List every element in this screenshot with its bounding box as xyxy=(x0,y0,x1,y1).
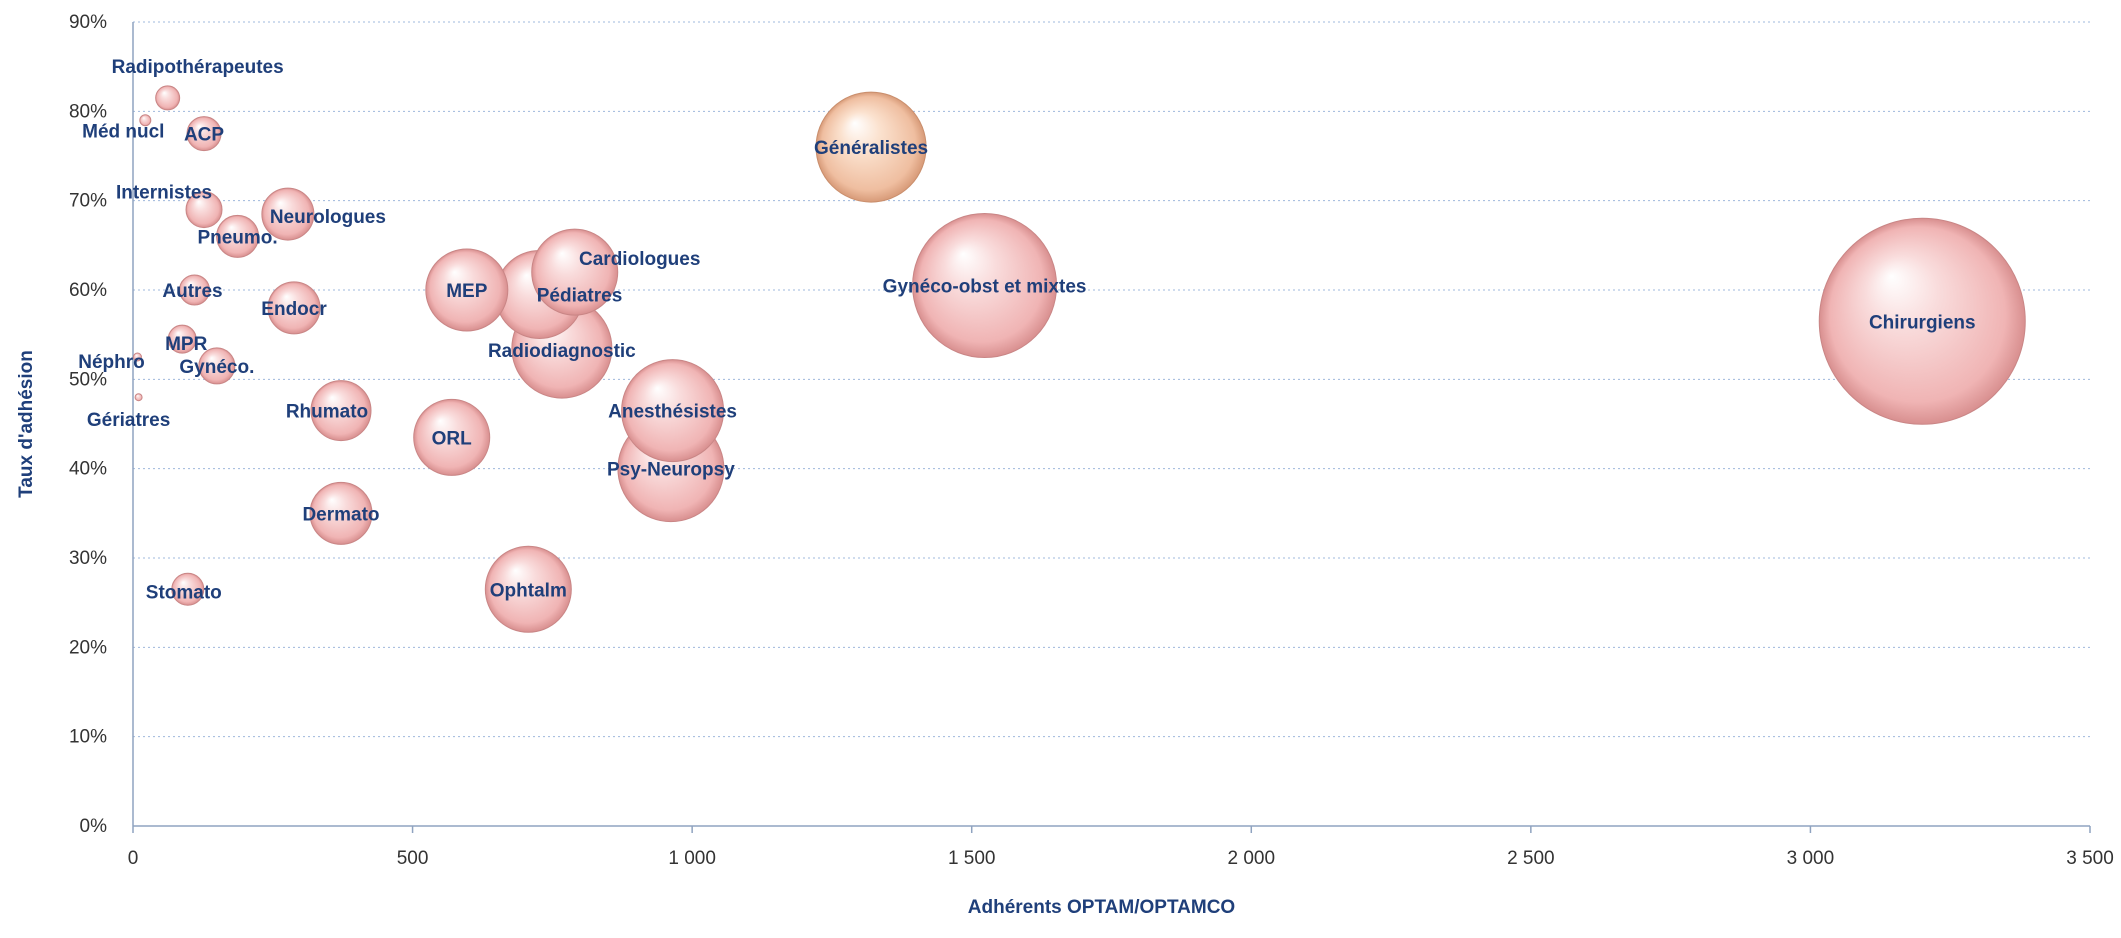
bubble xyxy=(134,393,143,402)
x-tick-label: 1 500 xyxy=(948,848,996,869)
y-tick-label: 40% xyxy=(69,459,107,480)
x-tick-label: 3 500 xyxy=(2066,848,2114,869)
x-tick-label: 3 000 xyxy=(1787,848,1835,869)
x-tick-label: 0 xyxy=(128,848,139,869)
y-tick-label: 10% xyxy=(69,727,107,748)
bubble-label: Gynéco. xyxy=(179,357,254,378)
y-tick-label: 70% xyxy=(69,191,107,212)
y-tick-label: 50% xyxy=(69,369,107,390)
bubble-label: Endocr xyxy=(261,299,327,320)
bubble xyxy=(185,191,223,229)
bubble-label: Néphro xyxy=(78,352,145,373)
bubble-label: Radipothérapeutes xyxy=(112,57,284,78)
bubble xyxy=(167,324,197,354)
bubble xyxy=(171,572,205,606)
gridlines xyxy=(133,21,2090,738)
bubble-label: MPR xyxy=(165,334,208,355)
bubble xyxy=(186,116,222,152)
bubble-label: Généralistes xyxy=(814,138,928,159)
bubble-label: Cardiologues xyxy=(579,249,700,270)
y-tick-label: 60% xyxy=(69,280,107,301)
y-tick-label: 90% xyxy=(69,12,107,33)
bubble xyxy=(484,545,572,633)
bubble xyxy=(425,248,509,332)
bubble xyxy=(261,187,315,241)
bubble-label: Autres xyxy=(162,281,222,302)
bubble xyxy=(155,85,181,111)
bubble xyxy=(912,213,1058,359)
bubble xyxy=(310,380,372,442)
bubble xyxy=(179,274,211,306)
bubble-label: ACP xyxy=(184,125,224,146)
bubble xyxy=(815,91,927,203)
bubble-label: Dermato xyxy=(302,504,379,525)
bubble-label: Gynéco-obst et mixtes xyxy=(883,277,1087,298)
x-tick-labels: 0 500 1 000 1 500 2 000 2 500 3 000 3 500 xyxy=(128,826,2114,869)
x-tick-label: 1 000 xyxy=(668,848,716,869)
bubble xyxy=(413,398,491,476)
bubble-label: Neurologues xyxy=(270,207,386,228)
bubble-label: Internistes xyxy=(116,183,212,204)
bubble-label: Rhumato xyxy=(286,402,368,423)
y-tick-label: 0% xyxy=(80,816,108,837)
bubbles xyxy=(132,85,2026,633)
bubble-label: Méd nucl xyxy=(82,121,164,142)
y-tick-label: 20% xyxy=(69,637,107,658)
bubble-label: Gériatres xyxy=(87,410,170,431)
bubble-label: MEP xyxy=(446,281,488,302)
bubble-label: Pédiatres xyxy=(537,285,623,306)
x-tick-label: 500 xyxy=(397,848,429,869)
bubble-labels: Radipothérapeutes Méd nucl ACP Généralistes… xyxy=(78,57,1975,603)
bubble xyxy=(621,359,725,463)
bubble xyxy=(1818,217,2026,425)
bubble xyxy=(216,214,260,258)
bubble-label: Stomato xyxy=(146,582,222,603)
x-tick-label: 2 000 xyxy=(1228,848,1276,869)
bubble xyxy=(267,281,321,335)
y-tick-labels: 0% 10% 20% 30% 40% 50% 60% 70% 80% 90% xyxy=(69,12,107,837)
bubble-label: Psy-Neuropsy xyxy=(607,460,735,481)
bubble-label: Radiodiagnostic xyxy=(488,341,636,362)
y-tick-label: 80% xyxy=(69,101,107,122)
bubble-label: Ophtalm xyxy=(490,580,567,601)
bubble-label: Anesthésistes xyxy=(608,402,737,423)
x-tick-label: 2 500 xyxy=(1507,848,1555,869)
bubble xyxy=(198,347,236,385)
bubble-label: Pneumo. xyxy=(197,227,277,248)
x-axis-title: Adhérents OPTAM/OPTAMCO xyxy=(968,897,1235,918)
y-axis-title: Taux d'adhésion xyxy=(16,350,37,498)
bubble-label: ORL xyxy=(432,428,473,449)
bubble xyxy=(309,481,373,545)
bubble-label: Chirurgiens xyxy=(1869,312,1976,333)
bubble xyxy=(139,114,152,127)
bubble xyxy=(132,352,142,362)
y-tick-label: 30% xyxy=(69,548,107,569)
axes xyxy=(132,22,2090,827)
bubble xyxy=(531,228,619,316)
